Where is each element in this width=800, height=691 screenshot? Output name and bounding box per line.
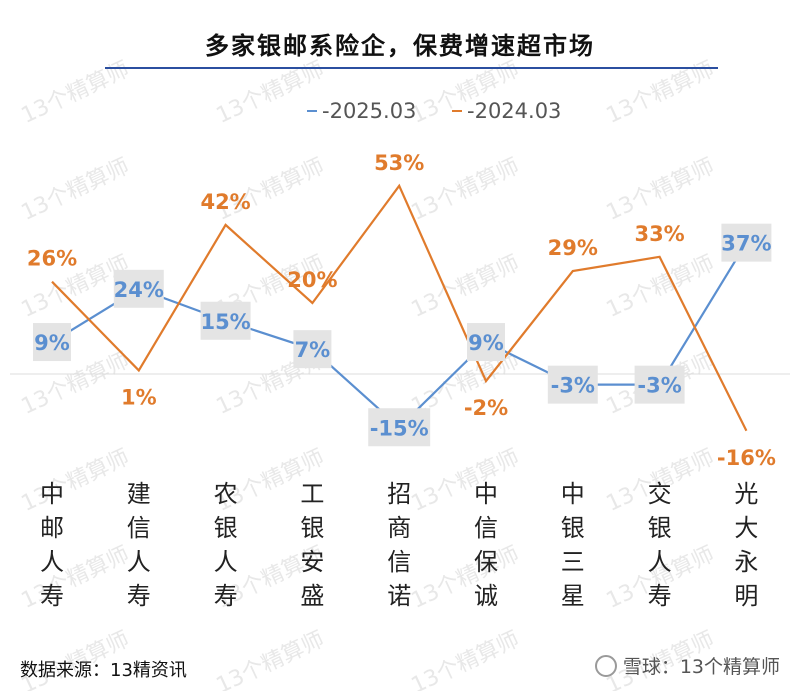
data-label-box (721, 223, 772, 262)
data-label-box (200, 301, 251, 340)
category-label-char: 工 (300, 480, 324, 508)
category-label-char: 寿 (127, 582, 151, 610)
watermark-text: 13个精算师 (603, 251, 719, 323)
platform-label: 雪球：13个精算师 (622, 656, 780, 678)
watermark-text: 13个精算师 (603, 154, 719, 226)
category-label-char: 招 (387, 480, 411, 508)
watermark-text: 13个精算师 (408, 445, 524, 517)
data-label-2025: 7% (295, 338, 331, 362)
category-label-char: 大 (734, 514, 758, 542)
category-label-char: 诺 (387, 582, 411, 610)
watermark-text: 13个精算师 (18, 542, 134, 614)
data-label-2024: 42% (200, 190, 250, 214)
category-label-char: 商 (387, 514, 411, 542)
category-label-char: 中 (474, 480, 498, 508)
category-label-char: 银 (561, 514, 585, 542)
watermark-text: 13个精算师 (213, 627, 329, 691)
category-label-char: 永 (734, 548, 758, 576)
watermark-text: 13个精算师 (408, 542, 524, 614)
watermark-text: 13个精算师 (18, 154, 134, 226)
chart-title: 多家银邮系险企，保费增速超市场 (205, 32, 595, 60)
category-label-char: 安 (300, 548, 324, 576)
legend-label-2025: -2025.03 (322, 99, 416, 123)
category-label-char: 银 (648, 514, 672, 542)
data-label-box (547, 365, 598, 404)
watermark-text: 13个精算师 (408, 154, 524, 226)
data-label-2025: -3% (551, 374, 595, 398)
category-label-char: 光 (734, 480, 758, 508)
category-label-char: 盛 (300, 582, 324, 610)
watermark-text: 13个精算师 (408, 251, 524, 323)
data-label-2024: 33% (634, 222, 684, 246)
category-label-char: 中 (561, 480, 585, 508)
category-label-char: 星 (561, 582, 585, 610)
snowball-logo-icon (594, 654, 617, 677)
data-label-box (467, 323, 505, 362)
data-label-2024: 26% (27, 247, 77, 271)
data-label-2024: 53% (374, 151, 424, 175)
category-label-char: 寿 (214, 582, 238, 610)
category-label-char: 保 (474, 548, 498, 576)
data-label-box (293, 330, 332, 369)
category-label-char: 人 (214, 548, 238, 576)
data-label-2025: -3% (637, 374, 681, 398)
data-label-2025: -15% (370, 416, 429, 440)
data-label-box (368, 408, 431, 447)
data-labels: 9% 26% 24% 1% 15% 42% 7% 20% -15% 53% 9% -2% -3% 29% -… (27, 151, 776, 470)
data-label-2025: 15% (200, 310, 250, 334)
source-note: 数据来源：13精资讯 (20, 660, 187, 681)
data-label-2025: 24% (114, 278, 164, 302)
legend-label-2024: -2024.03 (467, 99, 561, 123)
data-label-2025: 37% (721, 232, 771, 256)
category-label-char: 信 (387, 548, 411, 576)
category-label-char: 明 (734, 582, 758, 610)
platform-mark: 雪球：13个精算师 (594, 652, 780, 679)
category-label-char: 建 (127, 480, 151, 508)
data-label-2025: 9% (34, 331, 70, 355)
category-label-char: 银 (300, 514, 324, 542)
category-label-char: 信 (474, 514, 498, 542)
category-label-char: 交 (648, 480, 672, 508)
data-label-2024: 29% (548, 236, 598, 260)
data-label-2024: -2% (464, 396, 508, 420)
category-label-char: 银 (214, 514, 238, 542)
category-label-char: 信 (127, 514, 151, 542)
watermark-text: 13个精算师 (18, 445, 134, 517)
category-label-char: 寿 (648, 582, 672, 610)
category-label-char: 人 (127, 548, 151, 576)
category-label-char: 寿 (40, 582, 64, 610)
category-label-char: 中 (40, 480, 64, 508)
legend: -2025.03 -2024.03 (307, 99, 561, 123)
category-label-char: 农 (214, 480, 238, 508)
category-label-char: 人 (40, 548, 64, 576)
data-label-2024: 1% (121, 385, 157, 409)
category-label-char: 诚 (474, 582, 498, 610)
series-line-2024.03 (51, 183, 748, 432)
data-label-2025: 9% (468, 331, 504, 355)
data-label-box (33, 323, 71, 362)
watermark-text: 13个精算师 (408, 627, 524, 691)
data-label-box (634, 365, 685, 404)
category-label-char: 三 (561, 548, 585, 576)
category-label-char: 邮 (40, 514, 64, 542)
category-label-char: 人 (648, 548, 672, 576)
data-label-box (113, 269, 164, 308)
data-label-2024: -16% (717, 446, 776, 470)
data-label-2024: 20% (287, 268, 337, 292)
